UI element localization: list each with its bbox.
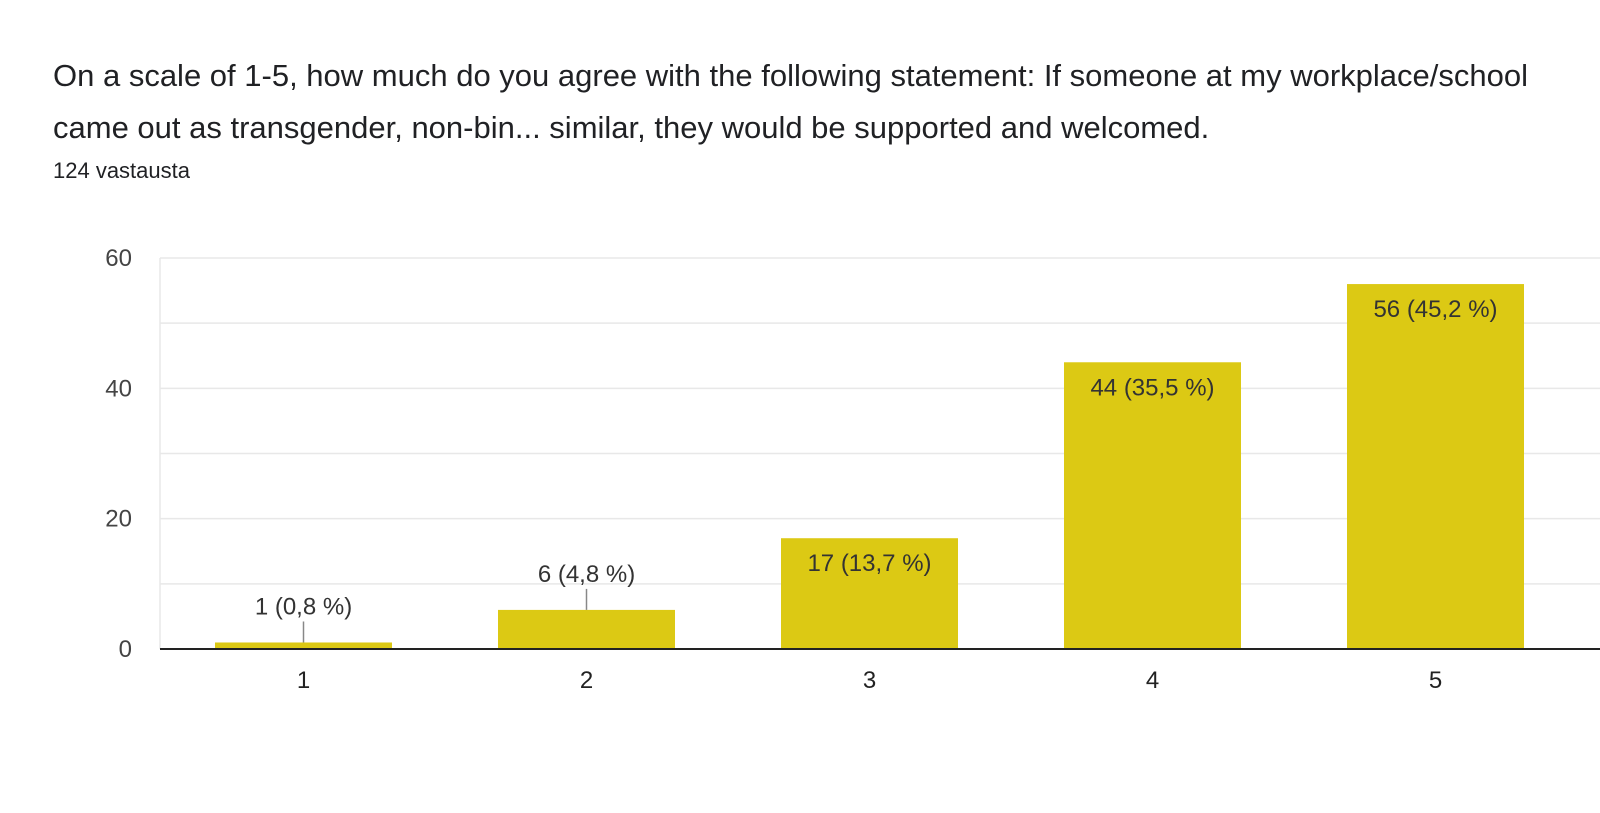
data-label: 17 (13,7 %)	[807, 550, 931, 577]
x-tick-label: 1	[297, 667, 310, 694]
bar	[215, 642, 392, 649]
data-label: 56 (45,2 %)	[1373, 296, 1497, 323]
bar	[1064, 362, 1241, 649]
x-tick-label: 4	[1146, 667, 1159, 694]
response-count: 124 vastausta	[53, 158, 190, 183]
y-tick-label: 40	[105, 375, 132, 402]
data-label: 6 (4,8 %)	[538, 561, 635, 588]
bar	[498, 609, 675, 649]
x-tick-label: 2	[580, 667, 593, 694]
data-label: 1 (0,8 %)	[255, 593, 352, 620]
x-tick-label: 3	[863, 667, 876, 694]
y-tick-label: 60	[105, 245, 132, 272]
bar	[781, 538, 958, 649]
bar	[1347, 284, 1524, 649]
data-label: 44 (35,5 %)	[1090, 374, 1214, 401]
x-tick-label: 5	[1429, 667, 1442, 694]
y-tick-label: 0	[119, 636, 132, 663]
y-tick-label: 20	[105, 506, 132, 533]
chart-title: On a scale of 1-5, how much do you agree…	[53, 58, 1528, 145]
